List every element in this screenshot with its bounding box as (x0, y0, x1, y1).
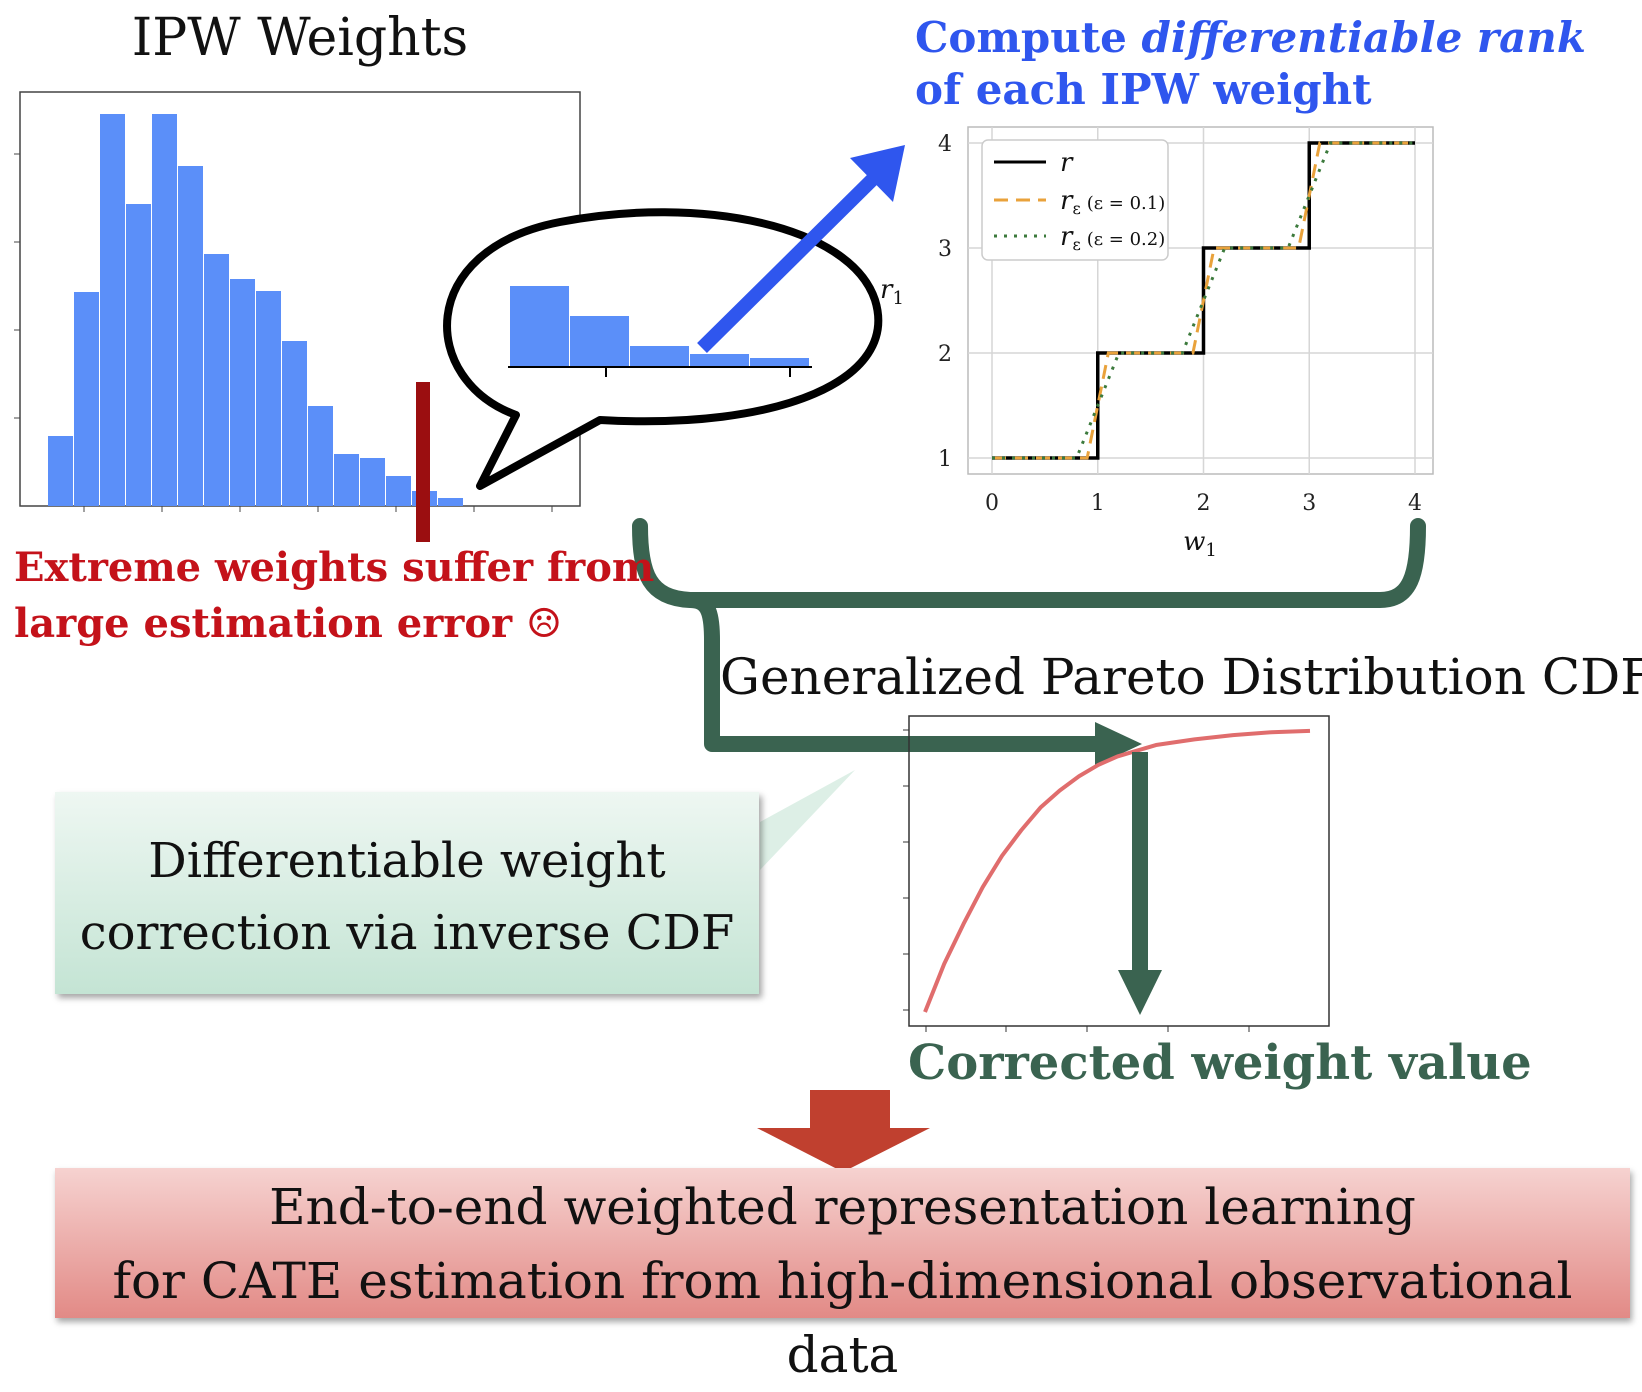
rank-y-tick-label: 2 (938, 342, 952, 367)
histogram-title: IPW Weights (131, 8, 469, 68)
zoom-histogram-bar (630, 346, 689, 366)
rank-x-axis-label: w1 (1183, 527, 1217, 561)
rank-legend-box (981, 139, 1169, 261)
blue-arrow-shaft (697, 167, 885, 353)
extreme-note-line2: large estimation error ☹ (14, 600, 562, 647)
rank-legend-label: r (1060, 148, 1074, 178)
inverse-arrow-head (1118, 970, 1162, 1015)
rank-x-tick-label: 0 (985, 491, 999, 516)
histogram-bar (282, 341, 307, 506)
rank-plot-frame (967, 126, 1434, 475)
gpd-cdf-plot (903, 715, 1330, 1032)
rank-y-tick-label: 1 (938, 447, 952, 472)
correction-box-text: Differentiable weight correction via inv… (55, 825, 759, 969)
merge-brace (632, 518, 1426, 608)
rank-legend-eps: (ε = 0.2) (1087, 229, 1166, 250)
zoomed-histogram (508, 286, 812, 377)
summary-box (55, 1168, 1630, 1318)
histogram-bar (308, 406, 333, 506)
blue-arrow-head (850, 145, 905, 202)
histogram-bar (100, 114, 125, 506)
histogram-bar (48, 436, 73, 506)
rank-x-tick-label: 4 (1408, 491, 1422, 516)
rank-y-tick-label: 4 (938, 132, 952, 157)
summary-line1: End-to-end weighted representation learn… (269, 1178, 1416, 1236)
correction-line2: correction via inverse CDF (79, 905, 735, 961)
rank-y-axis-sub: 1 (892, 288, 903, 309)
flow-arrow-shaft (689, 592, 1100, 752)
histogram-bar (386, 476, 411, 506)
histogram-bar (256, 291, 281, 506)
extreme-weight-marker (416, 382, 430, 542)
histogram-bar (438, 498, 463, 506)
flow-arrow-head (1095, 722, 1142, 766)
correction-box (55, 792, 759, 994)
rank-series-dotted (992, 141, 1415, 460)
histogram-bar (74, 292, 99, 506)
zoom-histogram-bar (510, 286, 569, 366)
rank-legend-eps: (ε = 0.1) (1087, 193, 1166, 214)
down-arrow-head (757, 1128, 930, 1172)
rank-y-axis-label: r1 (880, 275, 904, 309)
rank-legend-sub: ε (1072, 199, 1080, 218)
callout-tail (760, 770, 855, 870)
histogram-bar (178, 166, 203, 506)
correction-line1: Differentiable weight (148, 833, 666, 889)
zoom-histogram-bar (570, 316, 629, 366)
gpd-title: Generalized Pareto Distribution CDF (720, 648, 1642, 706)
gpd-cdf-curve (923, 728, 1311, 1013)
down-arrow-shaft (810, 1090, 890, 1128)
rank-series-dashed (992, 141, 1415, 460)
gpd-plot-frame (908, 715, 1330, 1027)
histogram-bar (204, 254, 229, 506)
rank-title-plain: Compute (915, 13, 1142, 62)
rank-y-tick-label: 3 (938, 237, 952, 262)
zoom-histogram-bar (750, 358, 809, 366)
summary-line2: for CATE estimation from high-dimensiona… (112, 1252, 1573, 1384)
histogram-bar (230, 279, 255, 506)
ipw-histogram (14, 91, 581, 512)
rank-x-axis-sub: 1 (1205, 540, 1216, 561)
histogram-bar (334, 454, 359, 506)
histogram-bar (152, 114, 177, 506)
rank-x-tick-label: 2 (1197, 491, 1211, 516)
rank-legend: rrε (ε = 0.1)rε (ε = 0.2) (981, 139, 1169, 261)
zoom-histogram-bar (690, 354, 749, 366)
rank-title-line2: of each IPW weight (915, 65, 1372, 114)
extreme-note-line1: Extreme weights suffer from (14, 544, 655, 591)
extreme-weights-note: Extreme weights suffer from large estima… (14, 540, 654, 652)
rank-title: Compute differentiable rank of each IPW … (915, 12, 1586, 116)
rank-x-tick-label: 1 (1091, 491, 1105, 516)
rank-x-tick-label: 3 (1302, 491, 1316, 516)
rank-legend-sub: ε (1072, 235, 1080, 254)
rank-title-italic: differentiable rank (1141, 13, 1586, 62)
histogram-bar (126, 204, 151, 506)
summary-box-text: End-to-end weighted representation learn… (55, 1170, 1630, 1392)
corrected-weight-label: Corrected weight value (908, 1035, 1532, 1091)
histogram-bar (360, 458, 385, 506)
